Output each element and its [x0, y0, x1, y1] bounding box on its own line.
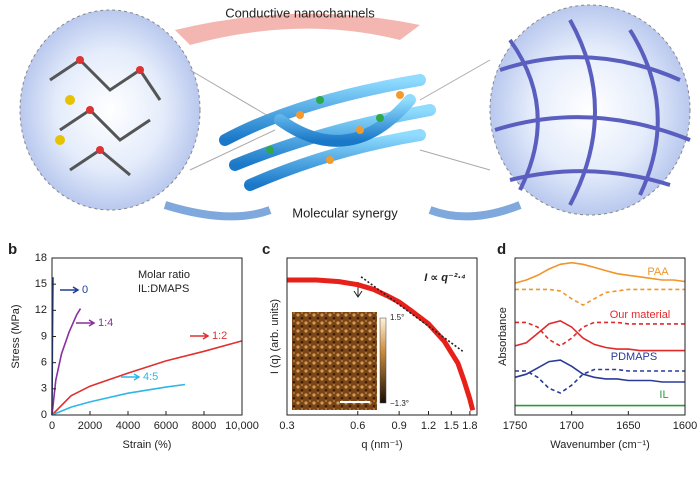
y-tick-label: 15	[35, 278, 47, 290]
zoom-line	[189, 129, 276, 171]
line	[51, 383, 186, 416]
x-tick-label: 0	[49, 420, 55, 432]
zoom-line	[419, 149, 491, 171]
y-tick-label: 9	[41, 330, 47, 342]
x-tick-label: 1700	[559, 420, 583, 432]
illustration-label: Molecular synergy	[292, 205, 398, 220]
x-tick-label: 1.2	[421, 420, 436, 432]
arrow-left	[163, 201, 272, 221]
inset-image	[292, 312, 377, 410]
dashed-line	[515, 288, 685, 307]
x-axis-title: q (nm⁻¹)	[361, 439, 402, 451]
illustration	[19, 4, 691, 221]
x-tick-label: 6000	[154, 420, 178, 432]
legend-arrow	[190, 332, 210, 340]
x-axis-title: Wavenumber (cm⁻¹)	[550, 439, 650, 451]
annotation: I ∝ q⁻²·⁴	[424, 272, 466, 284]
legend-label: 4:5	[143, 371, 158, 383]
legend-label: 1:4	[98, 317, 113, 329]
nanochannels	[219, 74, 436, 191]
x-tick-label: 0.9	[391, 420, 406, 432]
arrow-right	[428, 201, 522, 221]
legend-label: 1:2	[212, 330, 227, 342]
y-tick-label: 18	[35, 252, 47, 264]
frame	[286, 257, 478, 416]
annotation: Molar ratio	[138, 269, 190, 281]
dashed-line	[515, 368, 685, 394]
panel-label: d	[497, 241, 506, 258]
legend-label: PDMAPS	[611, 351, 657, 363]
molecule-zoom	[19, 9, 201, 211]
network	[494, 19, 691, 206]
legend-arrow	[60, 286, 80, 294]
panel-label: c	[262, 241, 270, 258]
legend-label: PAA	[647, 266, 669, 278]
annotation: IL:DMAPS	[138, 283, 189, 295]
y-axis-title: I (q) (arb. units)	[269, 299, 281, 374]
x-tick-label: 1600	[673, 420, 697, 432]
line	[287, 277, 476, 411]
y-tick-label: 3	[41, 383, 47, 395]
colorbar-label: 1.5°	[390, 313, 404, 322]
illustration-label: Conductive nanochannels	[225, 5, 375, 20]
panel-label: b	[8, 241, 17, 258]
y-axis-title: Stress (MPa)	[10, 304, 22, 368]
line	[514, 359, 685, 383]
x-tick-label: 0.3	[279, 420, 294, 432]
y-axis-title: Absorbance	[497, 307, 509, 366]
x-tick-label: 1750	[503, 420, 527, 432]
y-tick-label: 6	[41, 357, 47, 369]
x-tick-label: 10,000	[225, 420, 259, 432]
charts: b 0 1:4 1:2 4:5 0 2000 4000 6000 8000 10,000 0 3 6 9 12…	[8, 241, 697, 451]
legend-arrow	[76, 319, 96, 327]
x-tick-label: 4000	[116, 420, 140, 432]
x-tick-label: 8000	[192, 420, 216, 432]
line	[514, 319, 685, 352]
zoom-line	[189, 69, 276, 121]
network-zoom	[489, 4, 691, 216]
atoms	[55, 95, 75, 145]
ions	[266, 96, 384, 154]
frame	[514, 257, 686, 416]
legend-arrow	[121, 373, 141, 381]
colorbar-label: −1.3°	[390, 399, 409, 408]
colorbar	[379, 317, 387, 404]
dashed-line	[515, 321, 685, 347]
x-tick-label: 1650	[616, 420, 640, 432]
atoms	[76, 56, 144, 154]
x-tick-label: 0.6	[350, 420, 365, 432]
line	[51, 340, 243, 416]
line	[514, 261, 686, 284]
legend-label: Our material	[610, 309, 671, 321]
x-tick-label: 2000	[78, 420, 102, 432]
x-tick-label: 1.8	[462, 420, 477, 432]
legend-label: 0	[82, 284, 88, 296]
ions	[296, 91, 404, 164]
legend-label: IL	[659, 389, 668, 401]
x-axis-title: Strain (%)	[123, 439, 172, 451]
y-tick-label: 12	[35, 304, 47, 316]
y-tick-label: 0	[41, 409, 47, 421]
x-tick-label: 1.5	[444, 420, 459, 432]
dashed-line	[360, 276, 465, 353]
line	[51, 308, 82, 416]
zoom-line	[419, 59, 491, 101]
arrow-top	[175, 13, 420, 45]
